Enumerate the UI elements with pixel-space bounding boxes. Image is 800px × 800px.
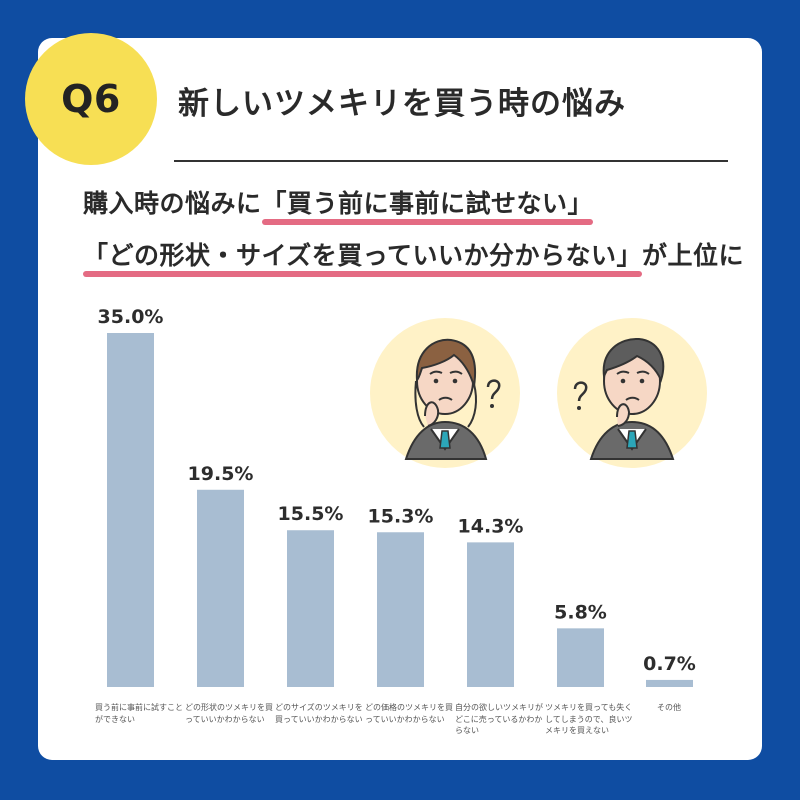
question-badge-label: Q6 <box>61 77 121 121</box>
headline-line-2-highlight: 「どの形状・サイズを買っていいか分からない」 <box>83 236 643 277</box>
category-label-1: 買う前に事前に試すことができない <box>95 703 183 724</box>
category-label-5: 自分の欲しいツメキリがどこに売っているかわからない <box>455 703 543 736</box>
female-worried-avatar-icon <box>370 318 520 468</box>
headline-line-2: 「どの形状・サイズを買っていいか分からない」が上位に <box>83 236 745 277</box>
headline-line-1-highlight: 「買う前に事前に試せない」 <box>261 184 594 225</box>
category-label-3: どのサイズのツメキリを買っていいかわからない <box>275 703 363 724</box>
category-label-4: どの価格のツメキリを買っていいかわからない <box>365 703 453 724</box>
title-divider <box>174 160 728 162</box>
page-title: 新しいツメキリを買う時の悩み <box>178 86 626 122</box>
category-label-7: その他 <box>657 703 681 712</box>
headline-line-1: 購入時の悩みに「買う前に事前に試せない」 <box>83 184 594 225</box>
male-worried-avatar-icon <box>557 318 707 468</box>
question-badge: Q6 <box>25 33 157 165</box>
headline-line-1-prefix: 購入時の悩みに <box>83 189 262 218</box>
category-label-6: ツメキリを買っても失くしてしまうので、良いツメキリを買えない <box>545 703 633 736</box>
headline-line-2-suffix: が上位に <box>642 241 745 270</box>
category-label-2: どの形状のツメキリを買っていいかわからない <box>185 703 273 724</box>
